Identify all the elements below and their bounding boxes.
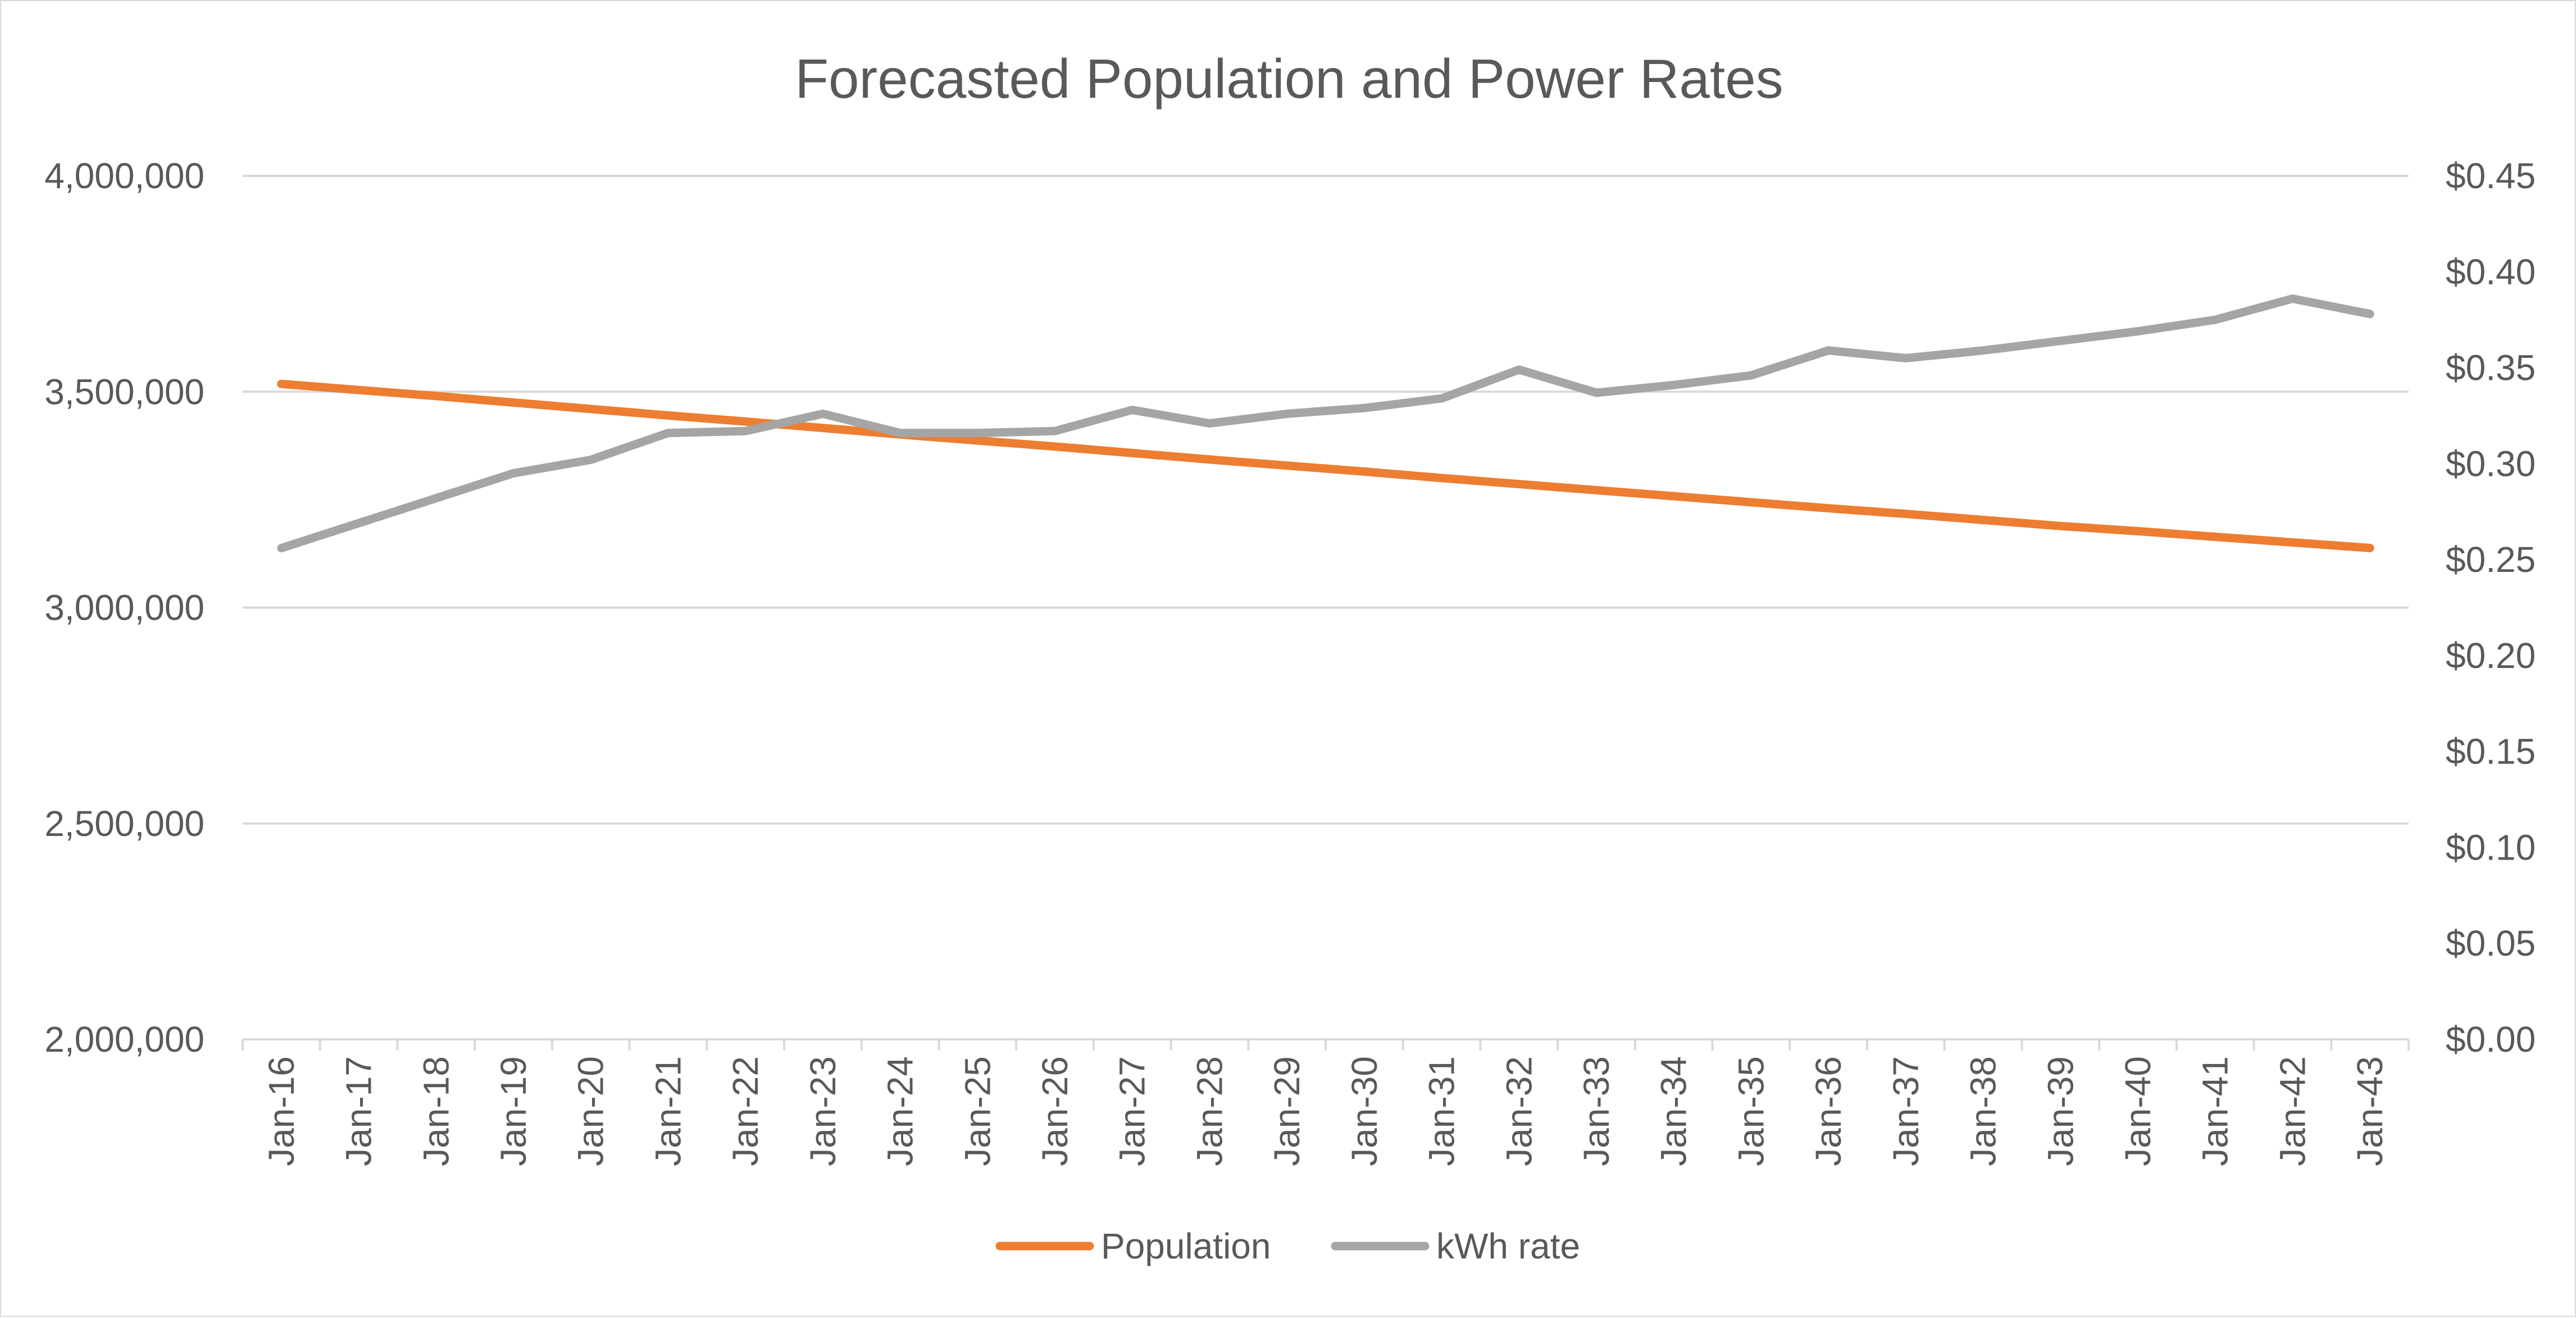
right-tick-label: $0.05 [2446,923,2536,963]
left-tick-label: 2,500,000 [44,803,204,844]
x-tick-label: Jan-39 [2040,1056,2081,1166]
x-tick-label: Jan-38 [1963,1056,2004,1166]
x-tick-label: Jan-16 [261,1056,302,1166]
x-tick-label: Jan-24 [880,1056,921,1166]
x-tick-label: Jan-41 [2195,1056,2236,1166]
left-tick-label: 2,000,000 [44,1019,204,1060]
right-tick-label: $0.00 [2446,1019,2536,1060]
right-axis-ticks: $0.45 $0.40 $0.35 $0.30 $0.25 $0.20 $0.15 $0.10… [2446,156,2536,1060]
x-tick-label: Jan-32 [1499,1056,1539,1166]
right-tick-label: $0.45 [2446,156,2536,196]
left-tick-label: 3,000,000 [44,588,204,628]
x-tick-label: Jan-28 [1189,1056,1230,1166]
x-tick-label: Jan-21 [648,1056,688,1166]
legend: Population kWh rate [995,1226,1580,1266]
right-tick-label: $0.30 [2446,443,2536,484]
x-tick-label: Jan-19 [493,1056,534,1166]
x-tick-label: Jan-40 [2118,1056,2158,1166]
left-axis-ticks: 4,000,000 3,500,000 3,000,000 2,500,000 2,00… [44,156,204,1060]
x-tick-label: Jan-33 [1576,1056,1617,1166]
legend-label-population: Population [1101,1226,1271,1266]
kwh-rate-line [277,294,2374,553]
left-tick-label: 3,500,000 [44,371,204,412]
x-tick-label: Jan-36 [1808,1056,1849,1166]
x-tick-label: Jan-17 [339,1056,379,1166]
x-tick-label: Jan-30 [1344,1056,1385,1166]
right-tick-label: $0.10 [2446,827,2536,867]
x-tick-label: Jan-27 [1112,1056,1153,1166]
chart-title: Forecasted Population and Power Rates [795,48,1783,110]
x-tick-label: Jan-42 [2272,1056,2313,1166]
x-tick-label: Jan-34 [1654,1056,1694,1166]
series-lines [277,294,2374,553]
x-tick-label: Jan-31 [1422,1056,1462,1166]
legend-label-kwh-rate: kWh rate [1436,1226,1580,1266]
right-tick-label: $0.40 [2446,252,2536,292]
x-tick-label: Jan-35 [1731,1056,1771,1166]
x-axis: Jan-16 Jan-17 Jan-18 Jan-19 Jan-20 Jan-21 Jan-… [242,1038,2410,1166]
x-tick-label: Jan-26 [1035,1056,1075,1166]
gridlines [243,175,2409,825]
x-tick-label: Jan-25 [957,1056,998,1166]
population-line [277,379,2374,552]
right-tick-label: $0.20 [2446,635,2536,676]
x-tick-label: Jan-20 [571,1056,611,1166]
right-tick-label: $0.25 [2446,539,2536,580]
x-tick-label: Jan-18 [416,1056,456,1166]
right-tick-label: $0.35 [2446,348,2536,388]
x-tick-label: Jan-37 [1886,1056,1926,1166]
x-tick-label: Jan-23 [803,1056,843,1166]
right-tick-label: $0.15 [2446,731,2536,772]
x-tick-label: Jan-29 [1267,1056,1307,1166]
x-tick-label: Jan-22 [725,1056,766,1166]
left-tick-label: 4,000,000 [44,156,204,196]
x-tick-label: Jan-43 [2350,1056,2390,1166]
